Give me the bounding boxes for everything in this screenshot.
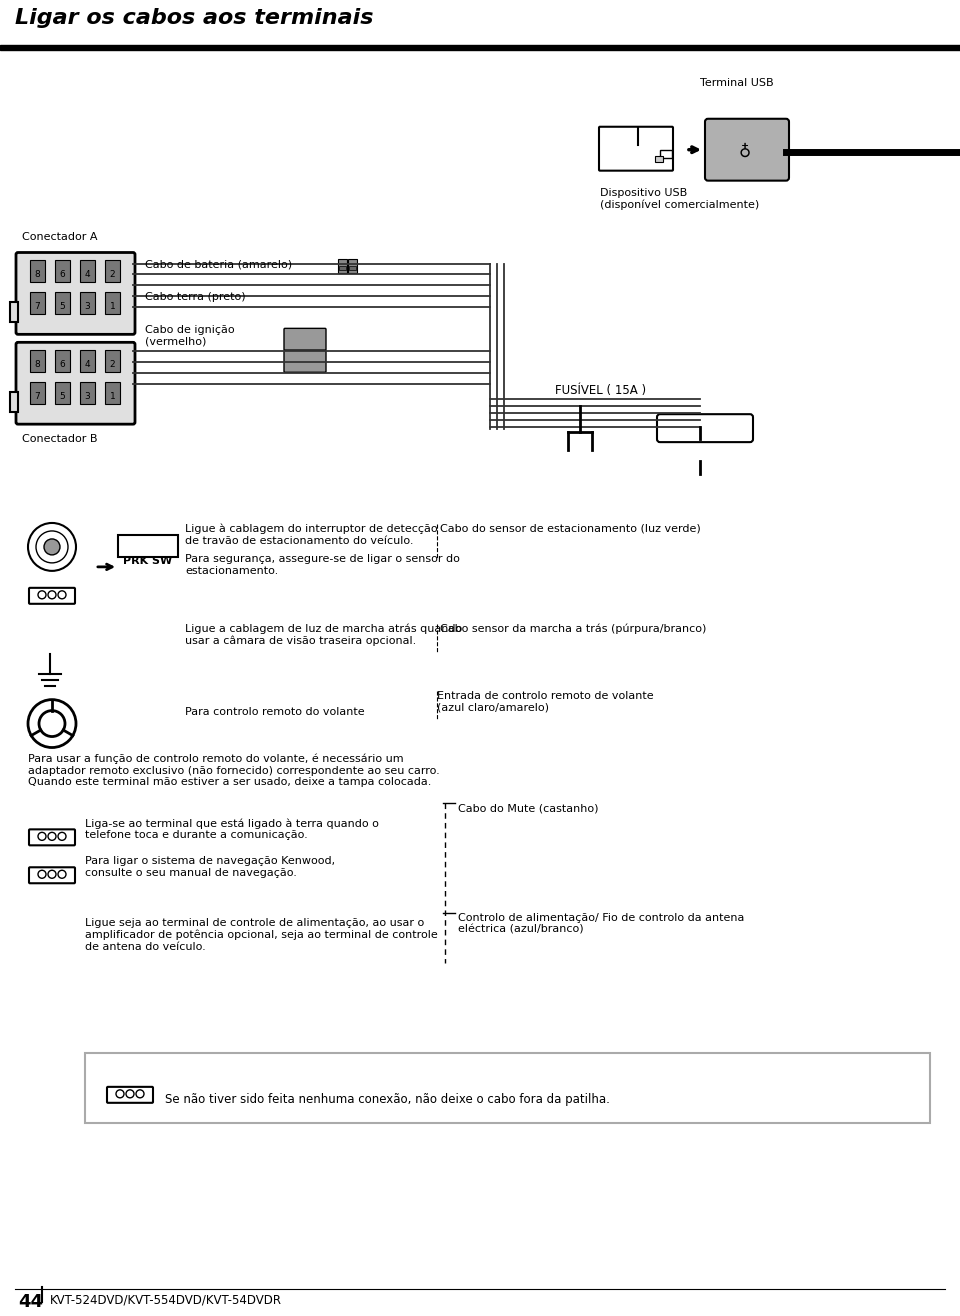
FancyBboxPatch shape: [29, 829, 75, 845]
Text: Cabo sensor da marcha a trás (púrpura/branco): Cabo sensor da marcha a trás (púrpura/br…: [440, 624, 707, 634]
Bar: [85, 1053, 930, 1123]
Text: 8: 8: [35, 271, 40, 279]
Circle shape: [44, 540, 60, 555]
FancyBboxPatch shape: [705, 118, 789, 180]
Bar: [30, 382, 45, 404]
Bar: [105, 350, 120, 372]
Bar: [80, 292, 95, 315]
Bar: [55, 382, 70, 404]
Bar: [0, 45, 960, 50]
Text: 4: 4: [84, 361, 90, 370]
Bar: [10, 392, 18, 412]
Text: Cabo do Mute (castanho): Cabo do Mute (castanho): [458, 803, 598, 813]
Text: Liga-se ao terminal que está ligado à terra quando o
telefone toca e durante a c: Liga-se ao terminal que está ligado à te…: [85, 819, 379, 841]
FancyBboxPatch shape: [107, 1087, 153, 1103]
Text: Ligue a cablagem de luz de marcha atrás quando
usar a câmara de visão traseira o: Ligue a cablagem de luz de marcha atrás …: [185, 624, 463, 646]
Bar: [55, 350, 70, 372]
Text: Dispositivo USB
(disponível comercialmente): Dispositivo USB (disponível comercialmen…: [600, 188, 759, 209]
Text: 44: 44: [18, 1294, 43, 1312]
Bar: [105, 261, 120, 283]
Text: 3: 3: [84, 303, 90, 312]
Bar: [30, 261, 45, 283]
Bar: [349, 266, 356, 271]
Bar: [55, 261, 70, 283]
Text: 2: 2: [109, 361, 115, 370]
Bar: [118, 534, 178, 557]
Text: 6: 6: [60, 271, 65, 279]
Text: Ligue seja ao terminal de controle de alimentação, ao usar o
amplificador de pot: Ligue seja ao terminal de controle de al…: [85, 919, 438, 951]
Text: Para ligar o sistema de navegação Kenwood,
consulte o seu manual de navegação.: Para ligar o sistema de navegação Kenwoo…: [85, 857, 335, 878]
Text: KVT-524DVD/KVT-554DVD/KVT-54DVDR: KVT-524DVD/KVT-554DVD/KVT-54DVDR: [50, 1294, 282, 1307]
Text: Para usar a função de controlo remoto do volante, é necessário um
adaptador remo: Para usar a função de controlo remoto do…: [28, 754, 440, 787]
Text: 1: 1: [109, 303, 115, 312]
Text: Entrada de controlo remoto de volante
(azul claro/amarelo): Entrada de controlo remoto de volante (a…: [437, 691, 654, 712]
FancyBboxPatch shape: [284, 329, 326, 350]
FancyBboxPatch shape: [16, 342, 135, 424]
Text: Terminal USB: Terminal USB: [700, 78, 774, 88]
Text: FUSÍVEL ( 15A ): FUSÍVEL ( 15A ): [555, 384, 646, 397]
Text: 5: 5: [60, 392, 65, 401]
Text: Se não tiver sido feita nenhuma conexão, não deixe o cabo fora da patilha.: Se não tiver sido feita nenhuma conexão,…: [165, 1092, 610, 1105]
Text: Controlo de alimentação/ Fio de controlo da antena
eléctrica (azul/branco): Controlo de alimentação/ Fio de controlo…: [458, 913, 744, 934]
Text: Cabo do sensor de estacionamento (luz verde): Cabo do sensor de estacionamento (luz ve…: [440, 524, 701, 534]
Bar: [105, 292, 120, 315]
Bar: [30, 350, 45, 372]
Bar: [10, 303, 18, 322]
Text: Para controlo remoto do volante: Para controlo remoto do volante: [185, 707, 365, 717]
Text: Cabo terra (preto): Cabo terra (preto): [145, 292, 246, 303]
Bar: [80, 350, 95, 372]
Text: Cabo de bateria (amarelo): Cabo de bateria (amarelo): [145, 259, 292, 270]
Text: 2: 2: [109, 271, 115, 279]
Text: PRK SW: PRK SW: [124, 555, 173, 566]
Bar: [348, 259, 357, 274]
Text: 8: 8: [35, 361, 40, 370]
Text: ♁: ♁: [739, 142, 751, 161]
Bar: [660, 150, 672, 158]
Text: Para segurança, assegure-se de ligar o sensor do
estacionamento.: Para segurança, assegure-se de ligar o s…: [185, 554, 460, 575]
FancyBboxPatch shape: [284, 350, 326, 372]
Text: Conectador A: Conectador A: [22, 232, 98, 242]
Text: 4: 4: [84, 271, 90, 279]
Text: 7: 7: [35, 392, 40, 401]
FancyBboxPatch shape: [657, 415, 753, 442]
Text: Conectador B: Conectador B: [22, 434, 98, 443]
FancyBboxPatch shape: [29, 867, 75, 883]
Text: Cabo de ignição
(vermelho): Cabo de ignição (vermelho): [145, 325, 234, 347]
Text: 3: 3: [84, 392, 90, 401]
Bar: [655, 155, 663, 162]
Bar: [339, 266, 346, 271]
FancyBboxPatch shape: [29, 588, 75, 604]
Text: 1: 1: [109, 392, 115, 401]
FancyBboxPatch shape: [599, 126, 673, 171]
Bar: [338, 259, 347, 274]
Bar: [105, 382, 120, 404]
FancyBboxPatch shape: [16, 253, 135, 334]
Bar: [55, 292, 70, 315]
Text: 5: 5: [60, 303, 65, 312]
Bar: [80, 382, 95, 404]
Text: 7: 7: [35, 303, 40, 312]
Bar: [30, 292, 45, 315]
Bar: [80, 261, 95, 283]
Text: Ligue à cablagem do interruptor de detecção
de travão de estacionamento do veícu: Ligue à cablagem do interruptor de detec…: [185, 524, 438, 546]
Text: 6: 6: [60, 361, 65, 370]
Text: Ligar os cabos aos terminais: Ligar os cabos aos terminais: [15, 8, 373, 28]
